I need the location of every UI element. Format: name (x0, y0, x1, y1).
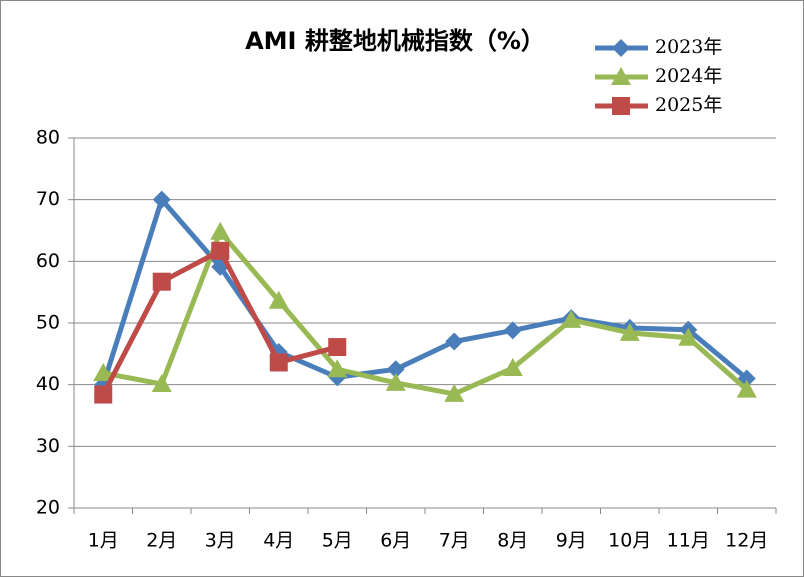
x-tick-label: 1月 (88, 530, 119, 552)
marker (269, 353, 288, 372)
x-tick-label: 9月 (556, 530, 587, 552)
marker (211, 241, 230, 260)
x-tick-label: 12月 (725, 530, 768, 552)
x-tick-label: 2月 (146, 530, 177, 552)
x-tick-label: 8月 (497, 530, 528, 552)
marker (328, 338, 347, 357)
marker (444, 383, 465, 402)
marker (327, 359, 348, 378)
marker (445, 332, 464, 351)
marker (503, 321, 522, 340)
y-tick-label: 30 (36, 435, 60, 457)
y-tick-label: 70 (36, 188, 60, 210)
y-tick-label: 20 (36, 497, 60, 519)
marker (152, 272, 171, 291)
marker (93, 362, 114, 381)
marker (619, 322, 640, 341)
marker (386, 360, 405, 379)
legend-marker (612, 39, 630, 57)
marker (561, 309, 582, 328)
chart-title: AMI 耕整地机械指数（%） (245, 27, 545, 55)
marker (94, 385, 113, 404)
x-tick-label: 4月 (263, 530, 294, 552)
marker (385, 372, 406, 391)
marker (736, 379, 757, 398)
marker (502, 358, 523, 377)
marker (152, 190, 171, 209)
x-tick-label: 7月 (439, 530, 470, 552)
legend-label: 2024年 (655, 65, 722, 87)
y-tick-label: 60 (36, 250, 60, 272)
marker (151, 374, 172, 393)
legend-label: 2025年 (655, 94, 722, 116)
x-tick-label: 3月 (205, 530, 236, 552)
marker (268, 290, 289, 309)
x-tick-label: 10月 (608, 530, 651, 552)
marker (678, 327, 699, 346)
legend-marker (612, 97, 630, 115)
x-tick-label: 5月 (322, 530, 353, 552)
y-tick-label: 80 (36, 127, 60, 149)
legend-label: 2023年 (655, 36, 722, 58)
y-tick-label: 40 (36, 373, 60, 395)
legend-marker (611, 67, 631, 85)
x-tick-label: 6月 (380, 530, 411, 552)
y-tick-label: 50 (36, 312, 60, 334)
marker (210, 221, 231, 240)
x-tick-label: 11月 (667, 530, 710, 552)
